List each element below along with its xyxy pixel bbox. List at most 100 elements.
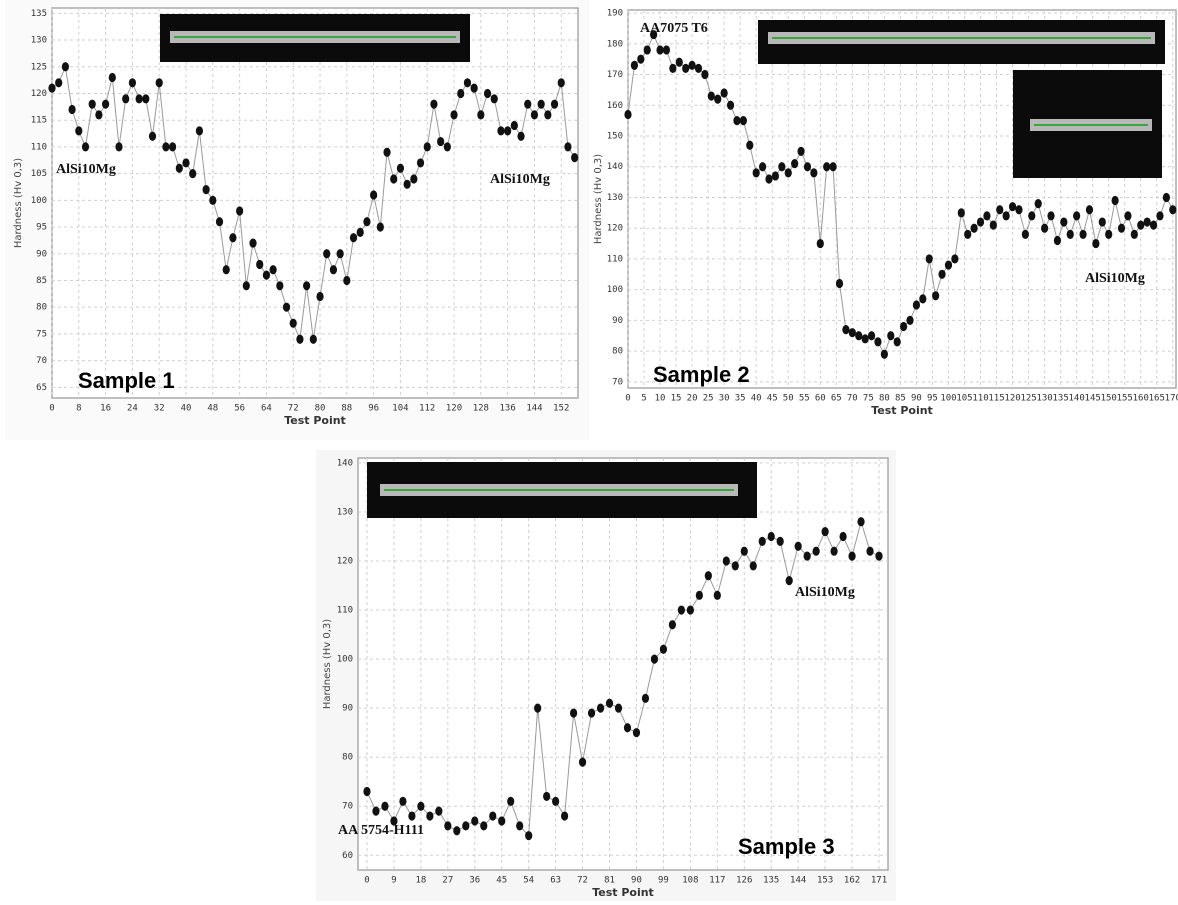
data-point [676,58,683,67]
data-point [176,164,183,173]
x-tick-label: 40 [751,394,762,404]
data-point [390,174,397,183]
data-point [48,84,55,93]
x-tick-label: 55 [799,394,810,404]
data-point [983,211,990,220]
data-point [945,260,952,269]
data-point [849,328,856,337]
x-tick-label: 144 [526,404,542,414]
data-point [977,217,984,226]
data-point [507,797,514,806]
data-point [156,78,163,87]
data-point [75,126,82,135]
data-point [249,238,256,247]
data-point [330,265,337,274]
x-tick-label: 80 [315,404,326,414]
data-point [708,91,715,100]
data-point [363,217,370,226]
data-point [498,816,505,825]
data-point [804,551,811,560]
data-point [162,142,169,151]
data-point [740,116,747,125]
x-tick-label: 96 [368,404,379,414]
data-point [564,142,571,151]
y-tick-label: 120 [337,557,353,567]
x-tick-label: 100 [940,394,956,404]
data-point [489,811,496,820]
data-point [189,169,196,178]
data-point [525,831,532,840]
y-tick-label: 115 [31,116,47,126]
data-point [1054,236,1061,245]
data-point [551,100,558,109]
data-point [149,132,156,141]
data-point [372,807,379,816]
data-point [797,147,804,156]
x-tick-label: 162 [844,876,860,886]
data-point [491,94,498,103]
data-point [276,281,283,290]
data-point [62,62,69,71]
data-point [932,291,939,300]
x-tick-label: 130 [1036,394,1052,404]
data-point [723,556,730,565]
data-point [1144,217,1151,226]
data-point [875,551,882,560]
data-point [444,821,451,830]
data-point [687,605,694,614]
y-tick-label: 100 [607,285,623,295]
chart: 7080901001101201301401501601701801900510… [593,9,1178,417]
data-point [89,100,96,109]
data-point [1169,205,1176,214]
x-tick-label: 125 [1020,394,1036,404]
data-point [791,159,798,168]
x-tick-label: 45 [767,394,778,404]
data-point [223,265,230,274]
data-point [1105,230,1112,239]
data-point [370,190,377,199]
y-tick-label: 140 [337,458,353,468]
data-point [919,294,926,303]
x-tick-label: 5 [641,394,646,404]
y-tick-label: 75 [36,329,47,339]
data-point [996,205,1003,214]
data-point [517,132,524,141]
data-point [1047,211,1054,220]
x-tick-label: 54 [523,876,534,886]
x-tick-label: 135 [1052,394,1068,404]
data-point [381,802,388,811]
data-point [122,94,129,103]
y-tick-label: 60 [342,851,353,861]
y-tick-label: 190 [607,9,623,19]
data-point [1028,211,1035,220]
data-point [296,335,303,344]
data-point [938,270,945,279]
x-tick-label: 128 [473,404,489,414]
sample-label: Sample 1 [78,368,175,393]
data-point [746,141,753,150]
data-point [196,126,203,135]
data-point [990,221,997,230]
data-point [588,708,595,717]
y-axis-title: Hardness (Hv 0,3) [593,154,604,244]
data-point [1035,199,1042,208]
y-tick-label: 70 [342,802,353,812]
y-tick-label: 110 [337,606,353,616]
material-label: AA 5754-H111 [338,823,424,838]
data-point [688,61,695,70]
data-point [579,757,586,766]
data-point [606,699,613,708]
data-point [759,537,766,546]
data-point [571,153,578,162]
data-point [822,527,829,536]
data-point [1022,230,1029,239]
x-tick-label: 90 [631,876,642,886]
data-point [462,821,469,830]
data-point [430,100,437,109]
x-tick-label: 165 [1149,394,1165,404]
data-point [316,292,323,301]
data-point [363,787,370,796]
x-tick-label: 104 [392,404,408,414]
data-point [644,45,651,54]
data-point [926,254,933,263]
